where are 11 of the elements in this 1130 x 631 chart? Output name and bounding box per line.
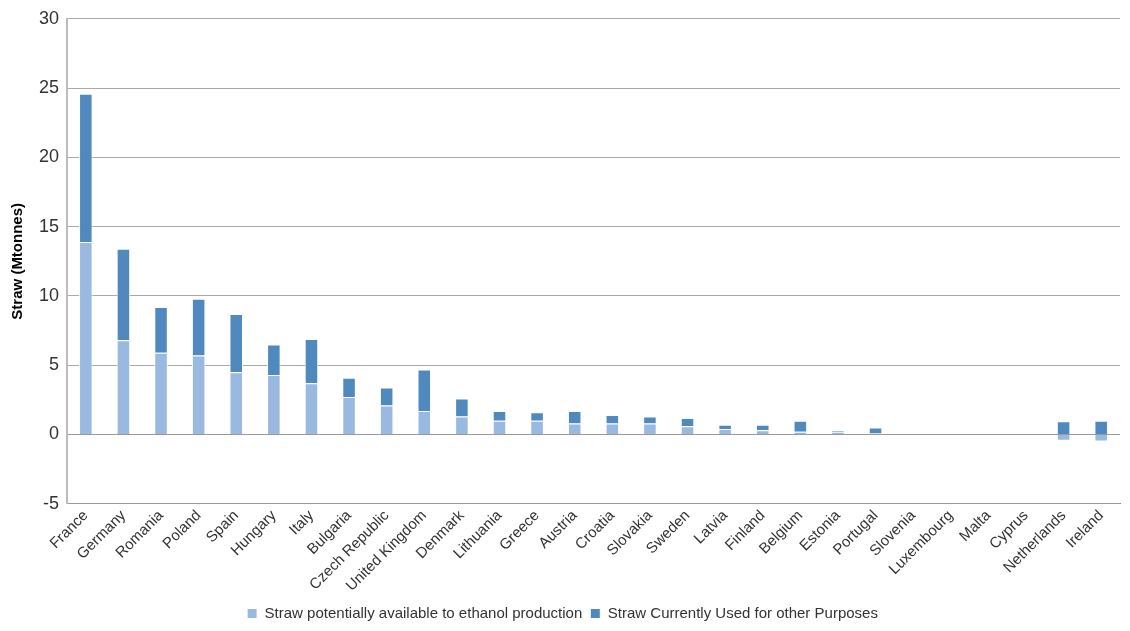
y-tick-label: 20: [38, 146, 60, 167]
y-tick-label: 15: [38, 215, 60, 236]
y-tick-label: 0: [49, 423, 60, 444]
legend-label: Straw potentially available to ethanol production: [264, 603, 583, 621]
legend-label: Straw Currently Used for other Purposes: [607, 603, 878, 621]
y-tick-label: 10: [38, 284, 60, 305]
y-tick-label: 30: [38, 7, 60, 28]
y-tick-label: 5: [49, 354, 60, 375]
y-tick-label: 25: [38, 77, 60, 98]
y-axis-title: Straw (Mtonnes): [8, 202, 26, 320]
y-tick-label: -5: [43, 492, 60, 513]
